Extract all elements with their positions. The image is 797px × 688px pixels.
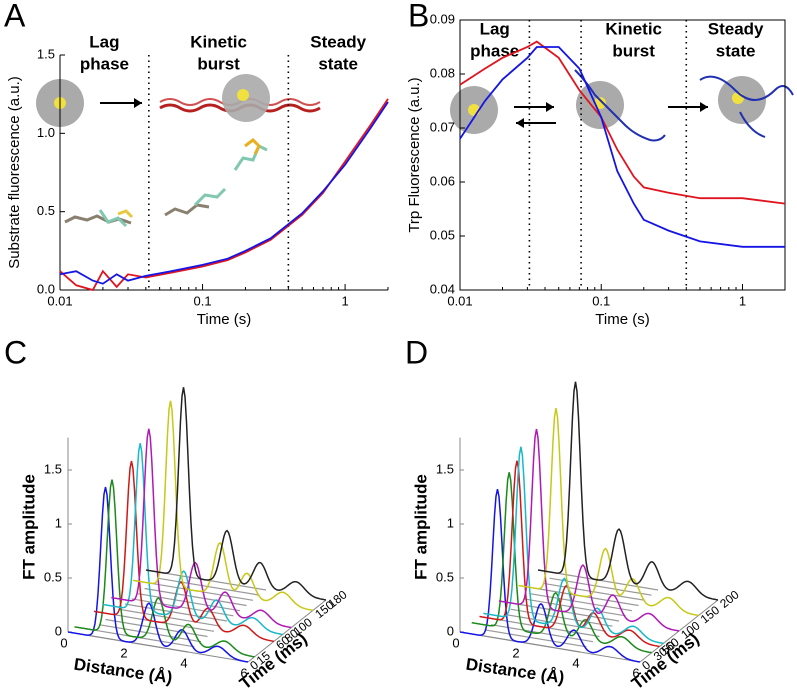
series-line [59,98,389,292]
trace [132,400,314,612]
y-tick-label: 0.04 [430,281,455,296]
y-tick-label: 0.5 [44,569,62,584]
y-tick-label: 1 [55,515,62,530]
y-tick-label: 0.5 [37,203,55,218]
trace [93,460,275,643]
y-tick-label: 0.07 [430,119,455,134]
x-tick-label: 0.1 [194,293,212,308]
y-tick-label: 0 [447,623,454,638]
x-tick-label: 2 [512,645,519,660]
x-tick-label: 6 [632,665,639,680]
phase-label: Kinetic [605,19,662,38]
y-axis-title: Trp Fluorescence (a.u.) [406,77,423,232]
trace [483,446,664,645]
phase-label: burst [612,41,655,60]
floor-line [555,572,659,591]
y-tick-label: 1.0 [37,125,55,140]
phase-label: Steady [708,19,764,38]
phase-label: Steady [310,32,366,51]
x-tick-label: 1 [341,293,348,308]
floor-line [144,587,247,607]
y-tick-label: 0.06 [430,173,455,188]
x-tick-label: 1 [739,293,746,308]
phase-label: burst [197,54,240,73]
x-axis-title: Time (s) [595,311,649,328]
panel-label: A [4,0,26,33]
phase-label: Lag [480,19,510,38]
y-tick-label: 1.5 [436,461,454,476]
trace [498,428,680,632]
trace [74,479,255,658]
x-tick-label: 0.1 [592,293,610,308]
trace [111,428,292,629]
y-tick-label: 0.05 [430,227,455,242]
x-tick-label: 2 [120,645,127,660]
phase-label: phase [80,54,129,73]
x-tick-label: 0.01 [447,293,472,308]
y-tick-label: 0.0 [37,281,55,296]
series-line [459,46,785,248]
y-tick-label: 1.5 [37,46,55,61]
floor-line [157,577,260,596]
panel-label: D [405,334,428,370]
trace [518,407,699,617]
trace [102,443,283,636]
phase-label: state [716,41,756,60]
x-tick-label: 4 [572,655,579,670]
y-tick-label: 0.08 [430,65,455,80]
y-axis-title: FT amplitude [411,474,430,580]
trace [537,381,719,601]
x-axis [67,631,249,663]
y-axis-title: Substrate fluorescence (a.u.) [6,76,23,269]
phase-label: phase [470,41,519,60]
y-tick-label: 0.5 [436,569,454,584]
series-line [59,101,389,285]
y-tick-label: 1.5 [44,461,62,476]
x-tick-label: 0 [452,635,459,650]
trace [67,486,249,663]
x-axis [459,631,641,663]
floor-line [516,603,620,622]
y-tick-label: 0.09 [430,11,455,26]
phase-label: state [318,54,358,73]
y-axis-title: FT amplitude [19,474,38,580]
z-tick-label: 200 [717,587,742,611]
trace [459,489,641,663]
molecule-sketch [64,138,268,228]
x-tick-label: 6 [240,665,247,680]
x-tick-label: 0 [60,635,67,650]
phase-label: Lag [89,32,119,51]
scheme-c [36,74,321,127]
phase-label: Kinetic [190,32,247,51]
plot-frame [459,19,786,291]
x-tick-label: 0.01 [47,293,72,308]
y-tick-label: 0 [55,623,62,638]
z-axis [247,599,327,663]
x-tick-label: 4 [180,655,187,670]
panel-label: C [4,334,27,370]
y-tick-label: 1 [447,515,454,530]
trace [145,387,327,601]
panel-label: B [408,0,429,33]
floor-line [523,598,626,617]
floor-line [92,629,195,648]
floor-line [131,598,234,617]
floor-line [484,629,587,648]
x-axis-title: Time (s) [197,311,251,328]
z-tick-label: 150 [698,603,723,627]
z-axis-title: Time (ms) [236,629,311,688]
